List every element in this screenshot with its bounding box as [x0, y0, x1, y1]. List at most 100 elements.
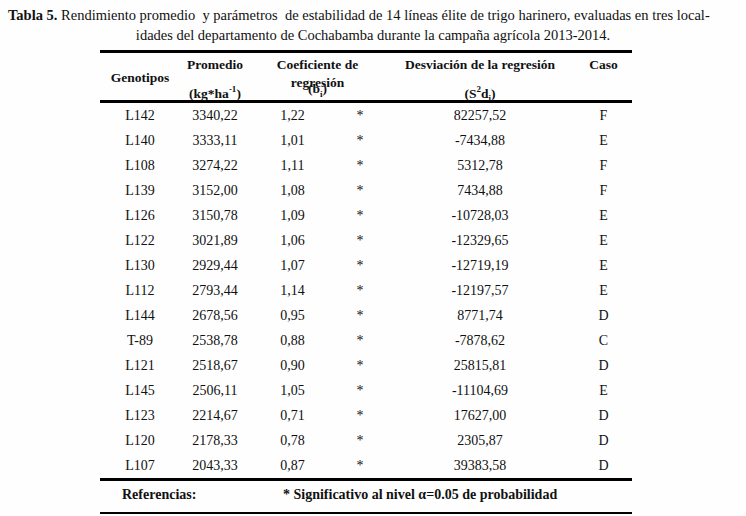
- cell-caso: C: [575, 328, 632, 353]
- cell-promedio: 2043,33: [180, 453, 250, 478]
- table-row: L145 2506,11 1,05 * -11104,69 E: [100, 378, 632, 403]
- cell-desviacion: -7878,62: [385, 328, 575, 353]
- document-page: Tabla 5. Rendimiento promedio y parámetr…: [0, 0, 746, 516]
- cell-caso: E: [575, 203, 632, 228]
- cell-desviacion: 17627,00: [385, 403, 575, 428]
- table-row: L126 3150,78 1,09 * -10728,03 E: [100, 203, 632, 228]
- table-bottom-rule: [100, 512, 632, 514]
- table-caption-line1: Tabla 5. Rendimiento promedio y parámetr…: [8, 6, 742, 25]
- cell-significance: *: [335, 303, 385, 328]
- table-row: L130 2929,44 1,07 * -12719,19 E: [100, 253, 632, 278]
- table-row: L123 2214,67 0,71 * 17627,00 D: [100, 403, 632, 428]
- cell-promedio: 2538,78: [180, 328, 250, 353]
- table-row: L120 2178,33 0,78 * 2305,87 D: [100, 428, 632, 453]
- table-row: L108 3274,22 1,11 * 5312,78 F: [100, 153, 632, 178]
- cell-significance: *: [335, 428, 385, 453]
- cell-caso: F: [575, 178, 632, 203]
- cell-caso: D: [575, 353, 632, 378]
- cell-coeficiente: 1,07: [250, 253, 335, 278]
- cell-coeficiente: 1,06: [250, 228, 335, 253]
- cell-significance: *: [335, 178, 385, 203]
- cell-caso: E: [575, 253, 632, 278]
- cell-desviacion: -12719,19: [385, 253, 575, 278]
- table-caption-text: Rendimiento promedio y parámetros de est…: [57, 7, 709, 23]
- cell-coeficiente: 0,95: [250, 303, 335, 328]
- cell-promedio: 2929,44: [180, 253, 250, 278]
- cell-significance: *: [335, 253, 385, 278]
- cell-genotipo: L130: [100, 253, 180, 278]
- cell-significance: *: [335, 453, 385, 478]
- cell-caso: E: [575, 128, 632, 153]
- table-row: L112 2793,44 1,14 * -12197,57 E: [100, 278, 632, 303]
- cell-genotipo: L123: [100, 403, 180, 428]
- cell-promedio: 3150,78: [180, 203, 250, 228]
- cell-genotipo: L108: [100, 153, 180, 178]
- cell-genotipo: L139: [100, 178, 180, 203]
- cell-desviacion: 39383,58: [385, 453, 575, 478]
- cell-coeficiente: 1,14: [250, 278, 335, 303]
- column-unit-promedio: (kg*ha-1): [180, 80, 250, 107]
- cell-genotipo: L121: [100, 353, 180, 378]
- table-header: Genotipos Promedio Coeficiente de regres…: [100, 53, 632, 100]
- cell-coeficiente: 0,71: [250, 403, 335, 428]
- cell-desviacion: -12329,65: [385, 228, 575, 253]
- table-row: L122 3021,89 1,06 * -12329,65 E: [100, 228, 632, 253]
- cell-genotipo: L126: [100, 203, 180, 228]
- cell-promedio: 2793,44: [180, 278, 250, 303]
- cell-significance: *: [335, 278, 385, 303]
- cell-significance: *: [335, 128, 385, 153]
- cell-caso: D: [575, 428, 632, 453]
- cell-significance: *: [335, 378, 385, 403]
- cell-significance: *: [335, 328, 385, 353]
- cell-genotipo: T-89: [100, 328, 180, 353]
- cell-desviacion: 7434,88: [385, 178, 575, 203]
- cell-promedio: 3333,11: [180, 128, 250, 153]
- cell-significance: *: [335, 153, 385, 178]
- cell-promedio: 3152,00: [180, 178, 250, 203]
- column-unit-desviacion: (S2di): [385, 80, 575, 107]
- cell-significance: *: [335, 203, 385, 228]
- table-row: L140 3333,11 1,01 * -7434,88 E: [100, 128, 632, 153]
- cell-genotipo: L120: [100, 428, 180, 453]
- cell-desviacion: 5312,78: [385, 153, 575, 178]
- table-row: L144 2678,56 0,95 * 8771,74 D: [100, 303, 632, 328]
- table-caption-label: Tabla 5.: [8, 7, 57, 23]
- cell-caso: E: [575, 278, 632, 303]
- table-row: T-89 2538,78 0,88 * -7878,62 C: [100, 328, 632, 353]
- cell-caso: D: [575, 303, 632, 328]
- cell-genotipo: L144: [100, 303, 180, 328]
- cell-significance: *: [335, 353, 385, 378]
- cell-promedio: 3274,22: [180, 153, 250, 178]
- cell-caso: E: [575, 228, 632, 253]
- table-row: L121 2518,67 0,90 * 25815,81 D: [100, 353, 632, 378]
- cell-caso: D: [575, 403, 632, 428]
- cell-promedio: 2506,11: [180, 378, 250, 403]
- cell-desviacion: 8771,74: [385, 303, 575, 328]
- table-row: L139 3152,00 1,08 * 7434,88 F: [100, 178, 632, 203]
- data-table: Genotipos Promedio Coeficiente de regres…: [100, 50, 632, 514]
- cell-promedio: 2518,67: [180, 353, 250, 378]
- cell-desviacion: -10728,03: [385, 203, 575, 228]
- cell-coeficiente: 1,08: [250, 178, 335, 203]
- cell-coeficiente: 1,01: [250, 128, 335, 153]
- cell-coeficiente: 1,09: [250, 203, 335, 228]
- cell-coeficiente: 0,87: [250, 453, 335, 478]
- cell-promedio: 2178,33: [180, 428, 250, 453]
- cell-desviacion: -12197,57: [385, 278, 575, 303]
- cell-desviacion: 2305,87: [385, 428, 575, 453]
- cell-significance: *: [335, 403, 385, 428]
- cell-coeficiente: 0,78: [250, 428, 335, 453]
- table-caption-line2: idades del departamento de Cochabamba du…: [0, 26, 746, 45]
- cell-promedio: 2214,67: [180, 403, 250, 428]
- cell-desviacion: -7434,88: [385, 128, 575, 153]
- cell-desviacion: -11104,69: [385, 378, 575, 403]
- table-rows: L142 3340,22 1,22 * 82257,52 F L140 3333…: [100, 103, 632, 478]
- cell-genotipo: L107: [100, 453, 180, 478]
- cell-promedio: 3021,89: [180, 228, 250, 253]
- significance-note: * Significativo al nivel α=0.05 de proba…: [283, 487, 557, 503]
- cell-coeficiente: 0,88: [250, 328, 335, 353]
- table-row: L107 2043,33 0,87 * 39383,58 D: [100, 453, 632, 478]
- table-footer: Referencias: * Significativo al nivel α=…: [100, 481, 632, 512]
- cell-caso: D: [575, 453, 632, 478]
- cell-genotipo: L145: [100, 378, 180, 403]
